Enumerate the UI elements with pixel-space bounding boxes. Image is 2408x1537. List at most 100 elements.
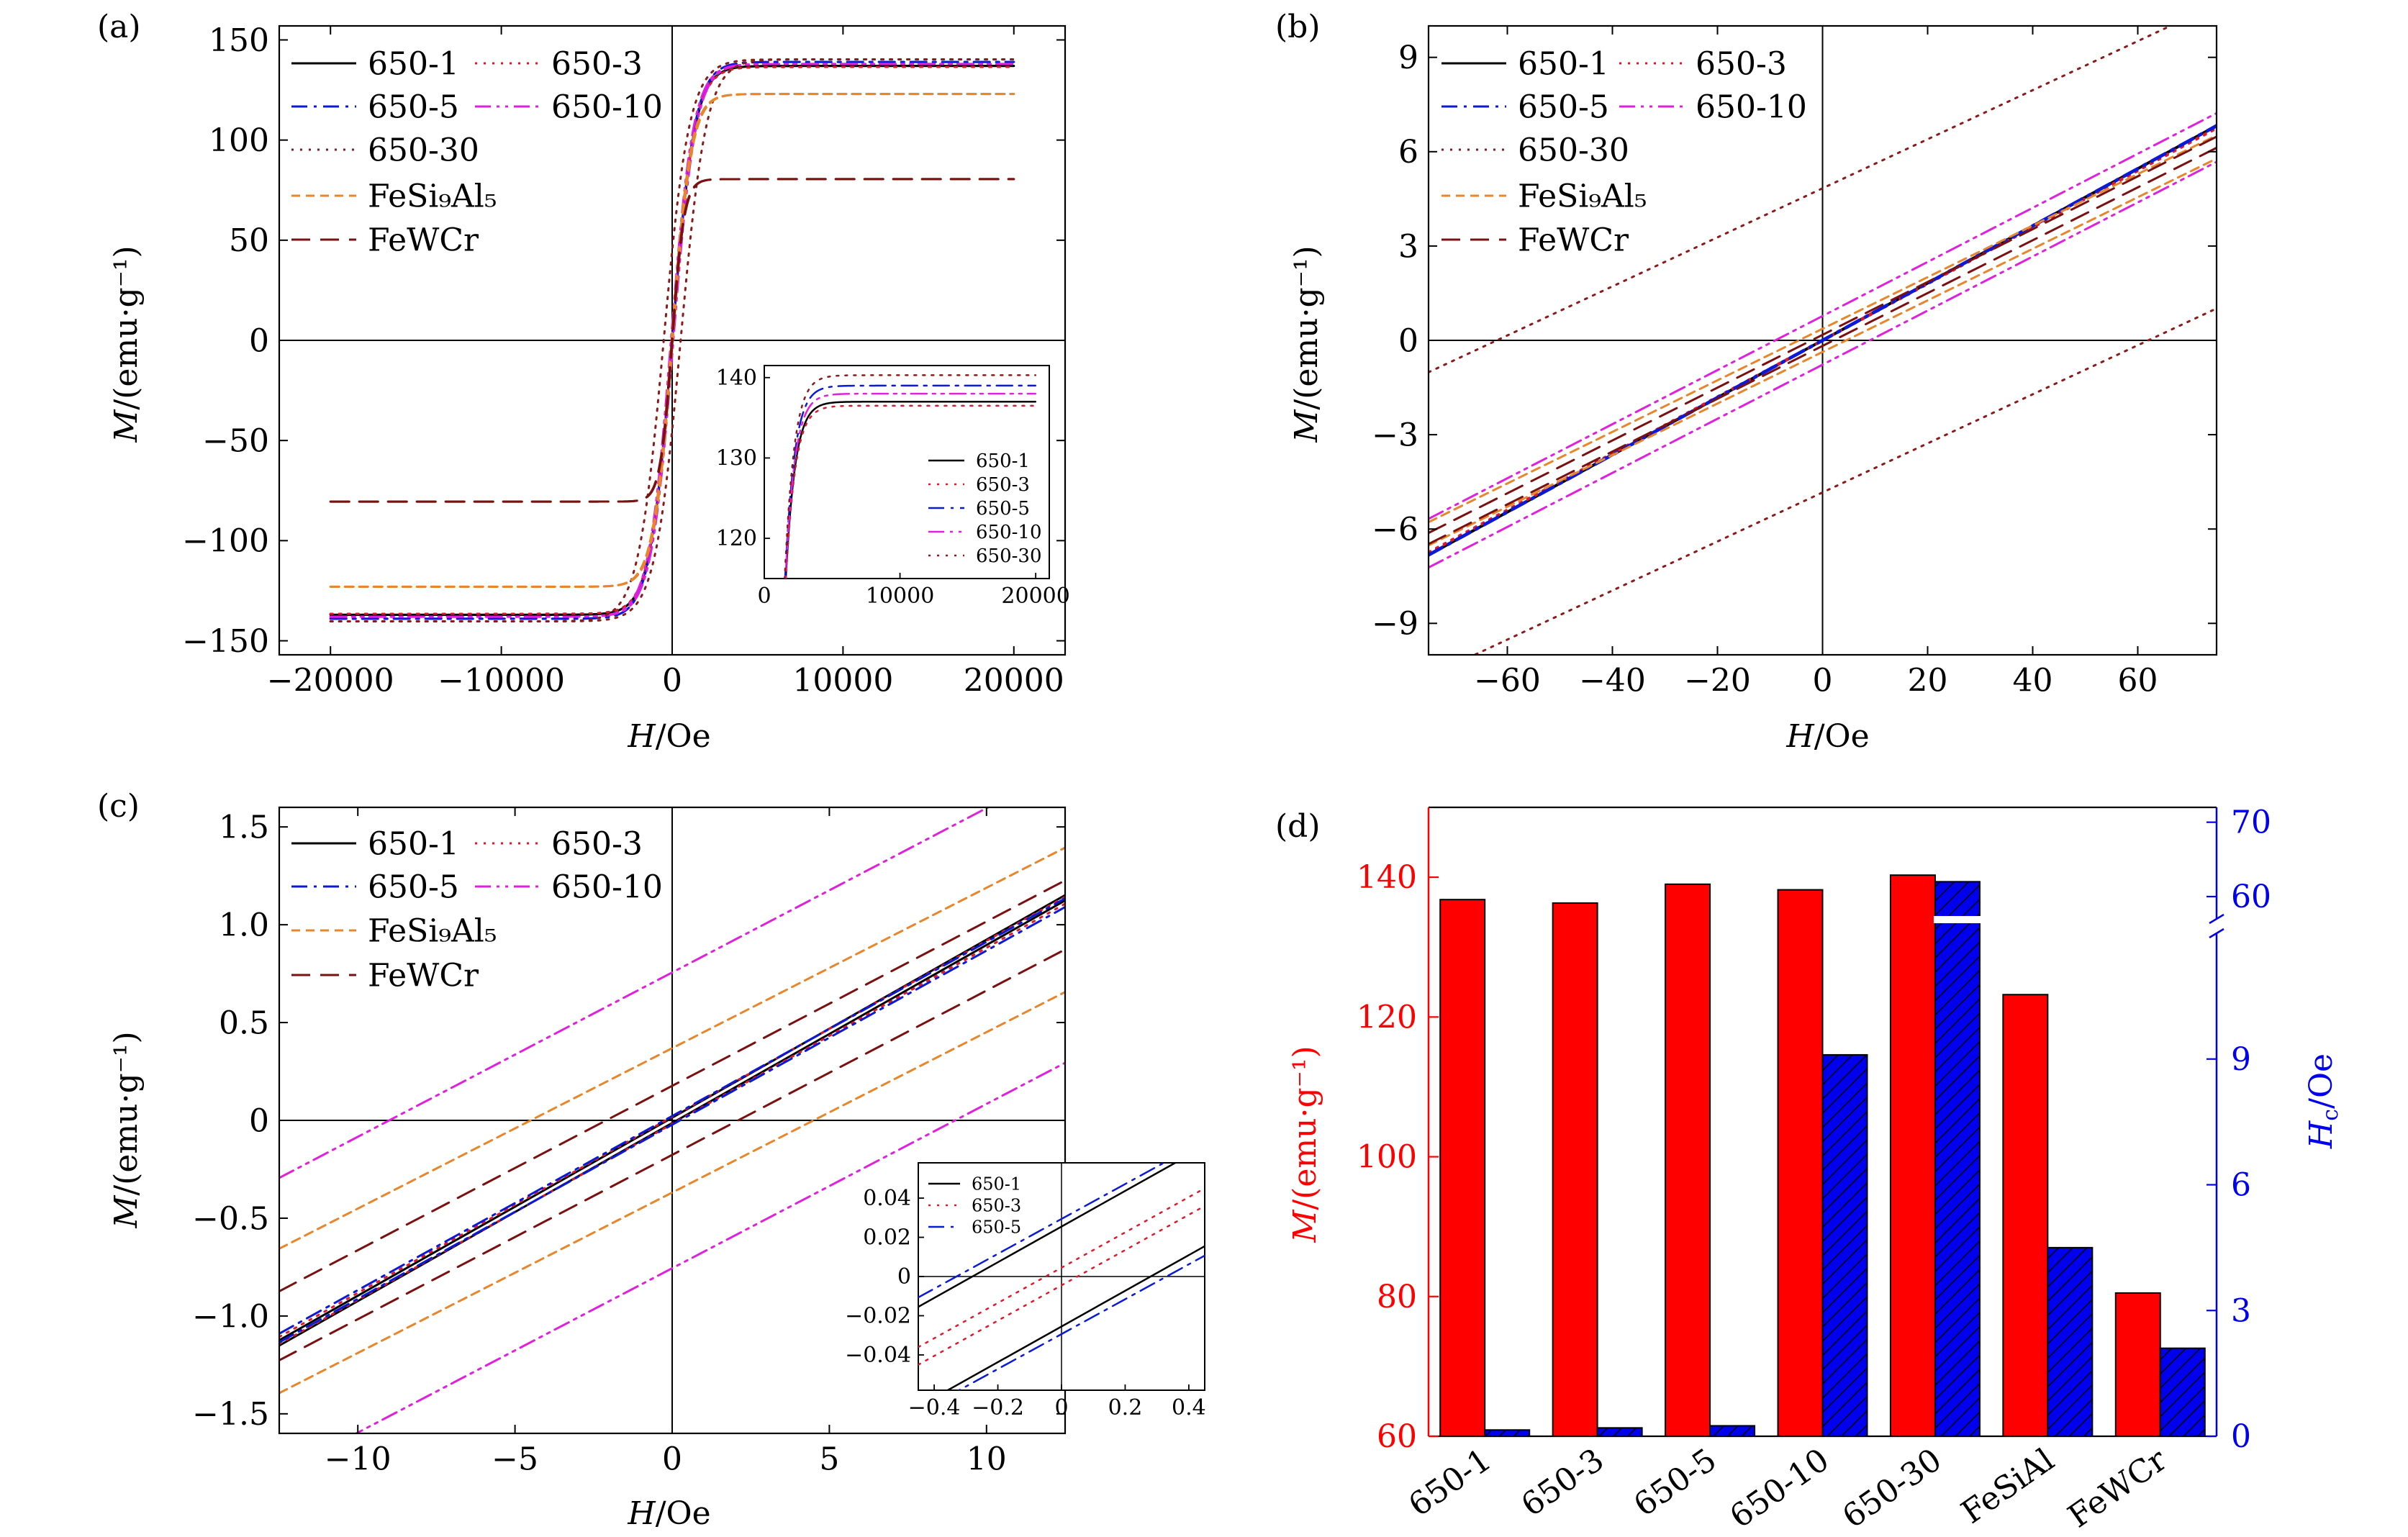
panel-b-ytick-label: 6 bbox=[1398, 134, 1418, 171]
panel-b-ylabel: M/(emu·g⁻¹) bbox=[1288, 245, 1325, 443]
legend-label: 650-30 bbox=[368, 132, 479, 168]
bar-M bbox=[2114, 1292, 2161, 1438]
panel-a-xtick-label: −20000 bbox=[267, 663, 394, 699]
panel-a-inset-curve bbox=[784, 392, 1037, 579]
panel-c-inset-ytick-label: −0.04 bbox=[845, 1343, 911, 1368]
panel-c-inset-curve bbox=[918, 1205, 1205, 1366]
panel-c-inset-curve bbox=[918, 1163, 1177, 1308]
panel-a-curve bbox=[329, 93, 1015, 588]
bar-M bbox=[1439, 899, 1486, 1437]
panel-b-curve bbox=[1429, 112, 2217, 520]
panel-b-curve bbox=[1472, 307, 2217, 655]
panel-d-y2tick-label: 6 bbox=[2231, 1167, 2251, 1204]
bar-break-gap bbox=[1933, 916, 1981, 923]
panel-a-ytick-label: −150 bbox=[182, 623, 269, 660]
panel-b-curve bbox=[1429, 146, 2217, 545]
panel-c-curve bbox=[279, 906, 1065, 1344]
panel-c-inset-curve bbox=[918, 1163, 1166, 1299]
panel-c-xtick-label: −5 bbox=[492, 1441, 538, 1478]
legend-label: 650-5 bbox=[976, 498, 1030, 520]
panel-a-ytick-label: 0 bbox=[249, 322, 269, 359]
bar-M bbox=[1552, 902, 1598, 1437]
panel-d-y2tick-label: 9 bbox=[2231, 1041, 2251, 1078]
legend-label: FeWCr bbox=[1518, 222, 1629, 258]
panel-c-plot: −10 −5 0 5 10−1.5−1.0−0.500.51.01.5 650-1 650-… bbox=[192, 806, 1206, 1478]
panel-d-axis-break-mark bbox=[2209, 928, 2224, 939]
panel-a-ytick-label: 150 bbox=[209, 22, 269, 59]
legend-label: 650-30 bbox=[1518, 132, 1629, 168]
legend-label: 650-3 bbox=[551, 825, 643, 862]
legend-label: 650-1 bbox=[1518, 45, 1609, 82]
panel-a-ytick-label: 100 bbox=[209, 122, 269, 159]
panel-a-inset-xtick-label: 0 bbox=[757, 584, 771, 609]
panel-c-xlabel: H/Oe bbox=[627, 1495, 710, 1532]
panel-b-xtick-label: −40 bbox=[1579, 663, 1646, 699]
panel-c-ytick-label: 0.5 bbox=[219, 1005, 269, 1041]
legend-label: FeWCr bbox=[368, 957, 479, 994]
legend-label: 650-5 bbox=[368, 869, 459, 905]
bar-M bbox=[2002, 994, 2049, 1438]
panel-b-xlabel: H/Oe bbox=[1785, 718, 1869, 755]
panel-c-ytick-label: 0 bbox=[249, 1102, 269, 1139]
legend-label: FeWCr bbox=[368, 222, 479, 258]
category-label: FeSiAl bbox=[1955, 1441, 2060, 1531]
panel-a-xtick-label: 0 bbox=[662, 663, 682, 699]
legend-label: 650-10 bbox=[551, 869, 663, 905]
panel-d-ytick-label: 120 bbox=[1357, 999, 1417, 1035]
bar-Hc bbox=[2159, 1347, 2206, 1438]
legend-label: 650-1 bbox=[368, 825, 459, 862]
panel-b-curve bbox=[1429, 157, 2217, 547]
panel-a-xtick-label: 20000 bbox=[964, 663, 1064, 699]
panel-c-inset-xtick-label: 0.4 bbox=[1172, 1395, 1206, 1420]
panel-a-curve bbox=[329, 178, 1015, 503]
legend-label: 650-10 bbox=[1696, 89, 1807, 125]
panel-a-ytick-label: −50 bbox=[202, 423, 269, 460]
panel-a-xlabel: H/Oe bbox=[627, 718, 710, 755]
panel-d-ytick-label: 140 bbox=[1357, 859, 1417, 896]
panel-d-y2tick-label: 60 bbox=[2231, 879, 2271, 915]
category-label: 650-5 bbox=[1627, 1441, 1723, 1524]
legend-label: 650-30 bbox=[976, 545, 1042, 567]
panel-d-plot: 650-1 650-3 650-5 650-10 650-30 FeSiAl FeWCr60… bbox=[1357, 804, 2271, 1536]
panel-c-xtick-label: 10 bbox=[967, 1441, 1007, 1478]
panel-d-ytick-label: 100 bbox=[1357, 1139, 1417, 1176]
legend-label: 650-3 bbox=[1696, 45, 1787, 82]
panel-a-ylabel: M/(emu·g⁻¹) bbox=[108, 245, 145, 443]
panel-a-inset-curve bbox=[784, 404, 1037, 579]
legend-label: 650-3 bbox=[972, 1195, 1021, 1215]
panel-a-inset-ytick-label: 140 bbox=[716, 366, 757, 391]
panel-b-curve bbox=[1429, 125, 2217, 557]
panel-c-curve bbox=[279, 897, 1065, 1335]
panel-b-ytick-label: 9 bbox=[1398, 40, 1418, 76]
legend-label: 650-3 bbox=[551, 45, 643, 82]
panel-a-inset-curve bbox=[784, 401, 1037, 579]
panel-c-inset-curve bbox=[957, 1254, 1205, 1390]
category-label: 650-10 bbox=[1724, 1441, 1836, 1536]
panel-a-xtick-label: −10000 bbox=[438, 663, 565, 699]
bar-Hc bbox=[2047, 1246, 2094, 1437]
panel-c-curve bbox=[353, 1061, 1065, 1433]
panel-c-inset-xtick-label: 0.2 bbox=[1108, 1395, 1143, 1420]
legend-label: 650-1 bbox=[972, 1174, 1021, 1194]
panel-b-curve bbox=[1429, 134, 2217, 524]
legend-label: FeSi₉Al₅ bbox=[1518, 178, 1647, 214]
panel-a-xtick-label: 10000 bbox=[792, 663, 893, 699]
panel-d-y2tick-label: 3 bbox=[2231, 1292, 2251, 1329]
panel-c-inset-curve bbox=[946, 1245, 1205, 1390]
legend-label: FeSi₉Al₅ bbox=[368, 912, 497, 949]
bar-Hc bbox=[1484, 1429, 1531, 1437]
panel-c-inset-ytick-label: 0.04 bbox=[863, 1186, 911, 1211]
legend-label: FeSi₉Al₅ bbox=[368, 178, 497, 214]
panel-c-ytick-label: −0.5 bbox=[192, 1200, 269, 1237]
panel-b-label: (b) bbox=[1275, 9, 1321, 45]
panel-b-xtick-label: 40 bbox=[2013, 663, 2053, 699]
panel-d-ytick-label: 60 bbox=[1377, 1418, 1417, 1455]
panel-a-ytick-label: 50 bbox=[229, 222, 269, 259]
panel-d-axis-break-mark bbox=[2209, 913, 2224, 925]
legend-label: 650-1 bbox=[368, 45, 459, 82]
panel-b-ytick-label: −6 bbox=[1372, 512, 1418, 548]
panel-c-inset-ytick-label: −0.02 bbox=[845, 1303, 911, 1328]
panel-c-ylabel: M/(emu·g⁻¹) bbox=[108, 1031, 145, 1228]
legend-label: 650-10 bbox=[976, 522, 1042, 543]
category-label: 650-30 bbox=[1836, 1441, 1948, 1536]
